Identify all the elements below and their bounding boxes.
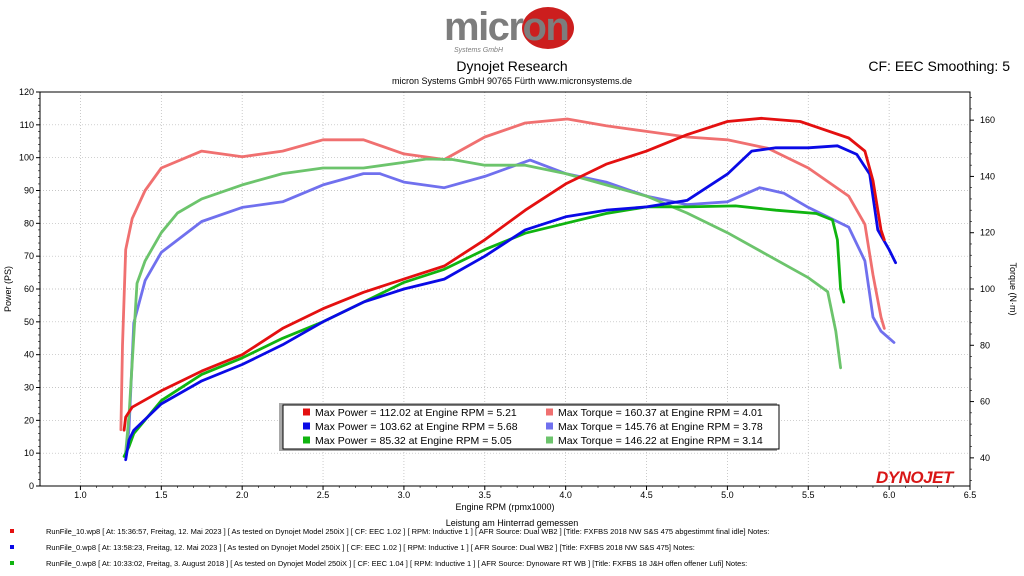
- x-tick-label: 3.0: [398, 490, 411, 500]
- legend-label: Max Power = 85.32 at Engine RPM = 5.05: [315, 435, 512, 447]
- run-file-text: RunFile_0.wp8 [ At: 10:33:02, Freitag, 3…: [46, 559, 748, 568]
- x-tick-label: 2.0: [236, 490, 249, 500]
- left-axis-label: Power (PS): [3, 266, 13, 312]
- right-tick-label: 60: [980, 397, 990, 407]
- legend-swatch: [303, 436, 310, 444]
- x-tick-label: 6.0: [883, 490, 896, 500]
- left-tick-label: 0: [29, 481, 34, 491]
- run-file-text: RunFile_0.wp8 [ At: 13:58:23, Freitag, 1…: [46, 543, 695, 552]
- left-tick-label: 100: [19, 153, 34, 163]
- right-tick-label: 100: [980, 284, 995, 294]
- x-tick-label: 2.5: [317, 490, 330, 500]
- legend-swatch: [546, 436, 553, 444]
- left-axis-ticks: 0 10 20 30 40 50 60 70 80 90 100 110 120: [19, 87, 40, 491]
- x-tick-label: 1.0: [74, 490, 87, 500]
- left-tick-label: 90: [24, 186, 34, 196]
- logo-text: micron: [444, 5, 568, 49]
- right-tick-label: 120: [980, 228, 995, 238]
- x-tick-label: 3.5: [479, 490, 492, 500]
- series-line-light-green: [124, 157, 842, 454]
- right-tick-label: 80: [980, 340, 990, 350]
- x-axis-ticks: 1.0 1.5 2.0 2.5 3.0 3.5 4.0 4.5 5.0 5.5 6.0 6.5: [74, 486, 976, 500]
- legend-label: Max Torque = 160.37 at Engine RPM = 4.01: [558, 407, 763, 419]
- legend-label: Max Torque = 146.22 at Engine RPM = 3.14: [558, 435, 763, 447]
- series-line-blue: [124, 144, 897, 462]
- legend-swatch: [303, 422, 310, 430]
- legend-entries: Max Power = 112.02 at Engine RPM = 5.21 M…: [303, 407, 763, 447]
- x-axis-label: Engine RPM (rpmx1000): [455, 502, 554, 512]
- left-tick-label: 50: [24, 317, 34, 327]
- right-axis-label: Torque (N·m): [1008, 262, 1018, 315]
- x-tick-label: 6.5: [964, 490, 977, 500]
- x-tick-label: 1.5: [155, 490, 168, 500]
- legend-swatch: [546, 422, 553, 430]
- legend-label: Max Torque = 145.76 at Engine RPM = 3.78: [558, 421, 763, 433]
- legend-label: Max Power = 103.62 at Engine RPM = 5.68: [315, 421, 518, 433]
- chart-title: Dynojet Research: [456, 58, 568, 74]
- legend-swatch: [303, 408, 310, 416]
- run-file-text: RunFile_10.wp8 [ At: 15:36:57, Freitag, …: [46, 527, 770, 536]
- left-tick-label: 110: [20, 120, 34, 130]
- right-tick-label: 140: [980, 171, 995, 181]
- x-axis-sublabel: Leistung am Hinterrad gemessen: [446, 518, 579, 528]
- chart-subtitle: micron Systems GmbH 90765 Fürth www.micr…: [391, 76, 633, 86]
- right-tick-label: 40: [980, 453, 990, 463]
- run-file-row: RunFile_0.wp8 [ At: 13:58:23, Freitag, 1…: [8, 540, 1018, 556]
- series-line-light-red: [119, 117, 886, 432]
- run-file-marker: [10, 545, 14, 549]
- x-tick-label: 5.0: [721, 490, 734, 500]
- run-file-marker: [10, 561, 14, 565]
- left-tick-label: 40: [24, 350, 34, 360]
- left-tick-label: 120: [19, 87, 34, 97]
- run-file-row: RunFile_10.wp8 [ At: 15:36:57, Freitag, …: [8, 524, 1018, 540]
- micron-logo: micron Systems GmbH: [444, 5, 574, 54]
- left-tick-label: 20: [24, 415, 34, 425]
- left-tick-label: 10: [24, 448, 34, 458]
- legend-swatch: [546, 408, 553, 416]
- x-tick-label: 5.5: [802, 490, 815, 500]
- legend-box: [282, 404, 780, 450]
- legend-label: Max Power = 112.02 at Engine RPM = 5.21: [315, 407, 517, 419]
- x-tick-label: 4.0: [559, 490, 572, 500]
- left-tick-label: 60: [24, 284, 34, 294]
- curves: [119, 116, 897, 462]
- left-tick-label: 70: [24, 251, 34, 261]
- dynojet-logo-text: DYNOJET: [876, 468, 955, 487]
- series-line-red: [122, 116, 886, 432]
- legend: Max Power = 112.02 at Engine RPM = 5.21 M…: [279, 403, 780, 451]
- left-tick-label: 30: [24, 383, 34, 393]
- logo-red-circle: [522, 7, 574, 49]
- run-file-marker: [10, 529, 14, 533]
- dynojet-brand: DYNOJET: [876, 468, 955, 487]
- smoothing-label: CF: EEC Smoothing: 5: [868, 58, 1010, 74]
- run-file-list: RunFile_10.wp8 [ At: 15:36:57, Freitag, …: [8, 524, 1018, 572]
- left-tick-label: 80: [24, 218, 34, 228]
- right-tick-label: 160: [980, 115, 995, 125]
- x-tick-label: 4.5: [640, 490, 653, 500]
- right-axis-ticks: 40 60 80 100 120 140 160: [970, 97, 995, 481]
- logo-subtext: Systems GmbH: [454, 47, 504, 54]
- run-file-row: RunFile_0.wp8 [ At: 10:33:02, Freitag, 3…: [8, 556, 1018, 572]
